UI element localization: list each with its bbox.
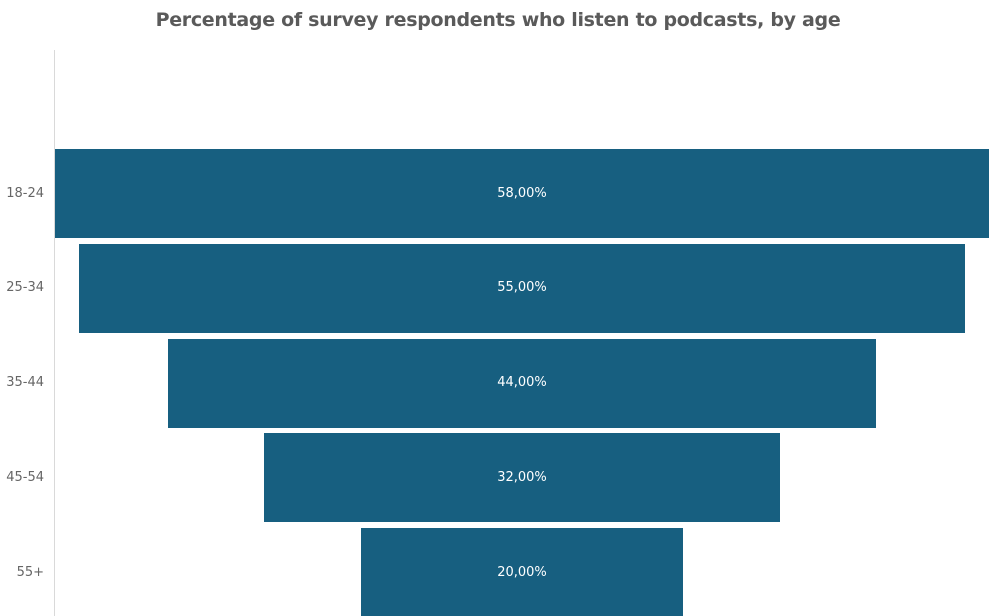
data-label: 44,00% (497, 375, 547, 391)
funnel-bar (360, 528, 684, 616)
category-label: 18-24 (6, 185, 44, 201)
category-label: 35-44 (6, 375, 44, 391)
category-axis-line (54, 50, 55, 616)
data-label: 58,00% (497, 185, 547, 201)
funnel-bar (167, 338, 877, 428)
chart-title: Percentage of survey respondents who lis… (155, 9, 841, 31)
funnel-bar (264, 433, 780, 523)
data-label: 20,00% (497, 564, 547, 580)
category-label: 25-34 (6, 280, 44, 296)
data-label: 32,00% (497, 469, 547, 485)
funnel-bar (55, 149, 989, 238)
funnel-bar (79, 243, 965, 333)
category-label: 45-54 (6, 469, 44, 485)
data-label: 55,00% (497, 280, 547, 296)
category-label: 55+ (16, 564, 44, 580)
